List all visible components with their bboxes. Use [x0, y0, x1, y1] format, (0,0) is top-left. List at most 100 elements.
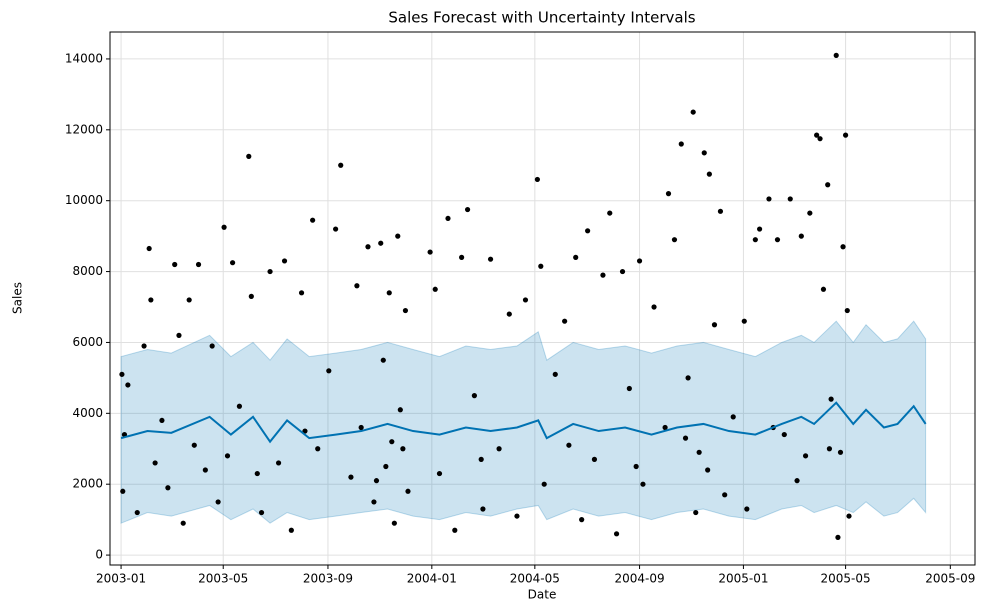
observed-point [828, 396, 834, 402]
observed-point [579, 517, 585, 523]
x-tick-label: 2005-05 [821, 572, 871, 586]
observed-point [248, 293, 254, 299]
observed-point [633, 463, 639, 470]
observed-point [640, 481, 646, 487]
x-tick-label: 2005-01 [718, 572, 768, 586]
observed-point [717, 208, 724, 214]
observed-point [402, 307, 409, 314]
observed-point [826, 446, 833, 452]
x-tick-label: 2003-01 [96, 572, 146, 586]
observed-point [730, 414, 736, 420]
observed-point [224, 453, 231, 459]
observed-point [310, 217, 316, 223]
observed-point [835, 534, 841, 540]
observed-point [766, 196, 772, 202]
observed-point [386, 290, 392, 296]
observed-point [817, 136, 823, 142]
observed-point [221, 224, 227, 230]
observed-point [186, 297, 192, 303]
observed-point [389, 439, 395, 445]
observed-point [541, 481, 547, 487]
observed-point [682, 435, 689, 441]
observed-point [354, 283, 360, 289]
observed-point [774, 237, 781, 243]
observed-point [846, 513, 852, 519]
observed-point [191, 442, 197, 448]
observed-point [711, 322, 718, 328]
observed-point [833, 52, 839, 58]
observed-point [478, 456, 484, 462]
observed-point [798, 233, 804, 239]
observed-point [119, 371, 125, 377]
x-tick-label: 2003-05 [198, 572, 248, 586]
chart-title: Sales Forecast with Uncertainty Interval… [388, 9, 695, 27]
observed-point [781, 431, 787, 438]
observed-point [141, 343, 147, 349]
observed-point [487, 256, 494, 262]
x-tick-label: 2004-01 [407, 572, 457, 586]
y-tick-label: 12000 [65, 122, 103, 136]
observed-point [125, 382, 131, 388]
observed-point [281, 258, 288, 264]
observed-point [373, 478, 380, 484]
observed-point [348, 474, 354, 480]
observed-point [794, 478, 800, 484]
observed-point [538, 263, 544, 269]
observed-point [840, 244, 846, 250]
observed-point [383, 463, 389, 470]
observed-point [701, 150, 707, 156]
observed-point [246, 153, 252, 159]
observed-point [391, 520, 397, 526]
observed-point [514, 513, 520, 519]
observed-point [452, 527, 458, 533]
plot-frame [109, 31, 976, 566]
y-tick-label: 0 [95, 548, 103, 562]
observed-point [757, 226, 763, 232]
observed-point [613, 531, 620, 537]
observed-point [619, 268, 626, 275]
observed-point [298, 290, 305, 296]
observed-point [591, 456, 598, 462]
observed-point [146, 245, 152, 252]
observed-point [436, 470, 443, 477]
observed-point [506, 311, 512, 317]
observed-point [651, 304, 657, 310]
observed-point [120, 488, 126, 494]
observed-point [326, 368, 332, 374]
y-axis-label: Sales [11, 282, 25, 314]
observed-point [837, 449, 844, 455]
observed-point [678, 141, 684, 147]
observed-point [842, 132, 849, 138]
observed-point [607, 210, 613, 216]
observed-point [600, 272, 606, 278]
observed-point [566, 442, 572, 448]
observed-point [427, 249, 433, 255]
observed-point [405, 488, 411, 494]
observed-point [378, 240, 384, 246]
observed-point [275, 460, 282, 466]
observed-point [445, 215, 451, 222]
y-tick-label: 10000 [65, 193, 103, 207]
observed-point [315, 446, 321, 452]
uncertainty-band [120, 320, 927, 524]
y-tick-label: 6000 [72, 335, 103, 349]
observed-point [202, 467, 208, 473]
y-tick-label: 4000 [72, 406, 103, 420]
observed-point [685, 375, 691, 381]
observed-point [236, 403, 243, 409]
observed-point [534, 176, 540, 183]
observed-point [696, 449, 702, 455]
observed-point [288, 527, 294, 533]
observed-point [496, 446, 502, 452]
observed-point [825, 182, 831, 188]
observed-point [562, 318, 568, 324]
observed-point [802, 453, 809, 459]
observed-point [693, 509, 699, 516]
observed-point [807, 210, 813, 216]
observed-point [741, 318, 747, 324]
observed-point [254, 470, 260, 477]
observed-point [722, 492, 728, 498]
observed-point [665, 191, 672, 197]
observed-point [522, 297, 529, 303]
observed-point [258, 509, 265, 516]
